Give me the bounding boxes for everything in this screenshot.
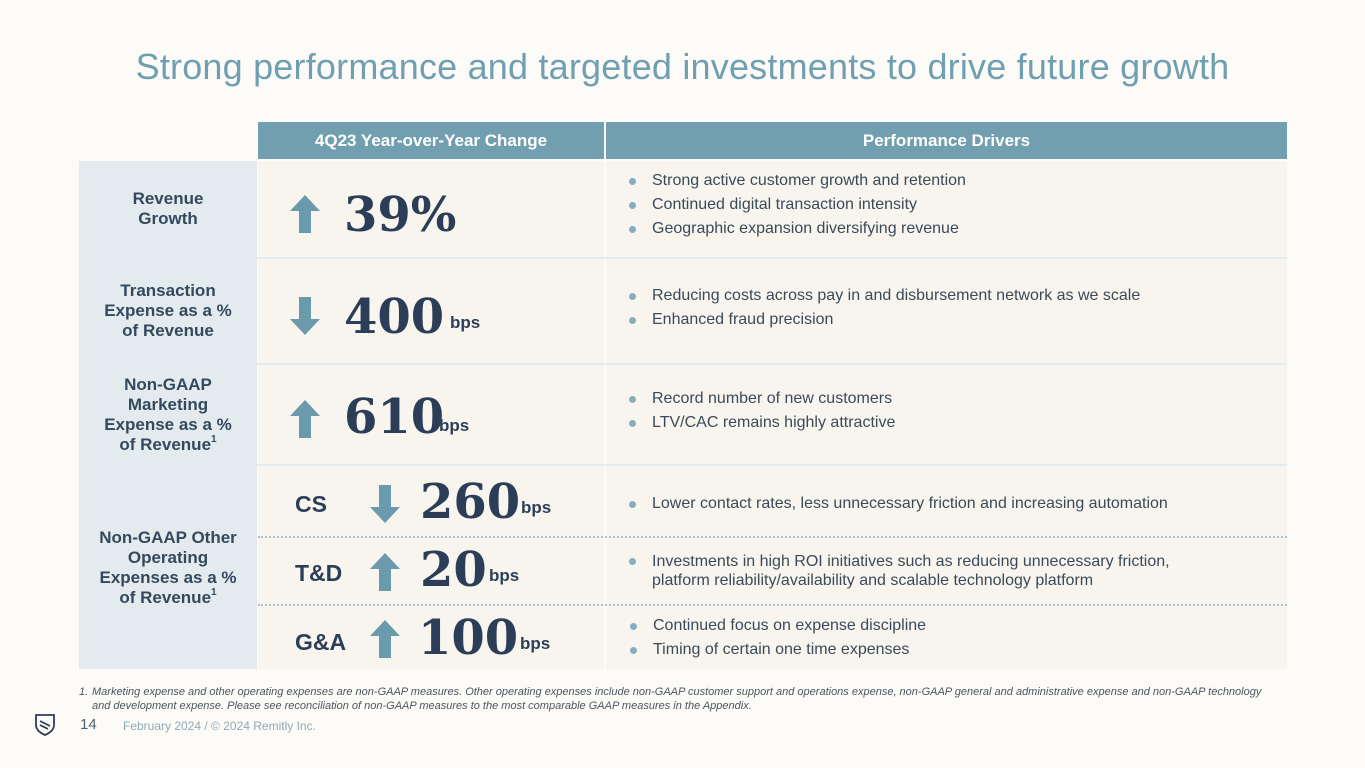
- row-label-text: Non-GAAP Marketing Expense as a % of Rev…: [98, 375, 238, 455]
- row-label-revenue-growth: Revenue Growth: [79, 161, 257, 257]
- arrow-down-icon: [290, 297, 320, 335]
- list-item: Continued digital transaction intensity: [629, 193, 966, 217]
- footnote: 1. Marketing expense and other operating…: [79, 685, 1279, 713]
- footnote-text: Marketing expense and other operating ex…: [92, 686, 1262, 712]
- list-item: Strong active customer growth and retent…: [629, 169, 966, 193]
- list-item: Record number of new customers: [629, 387, 895, 411]
- page-title: Strong performance and targeted investme…: [135, 46, 1230, 87]
- drivers-list-revenue: Strong active customer growth and retent…: [629, 169, 966, 241]
- row-label-other-opex: Non-GAAP Other Operating Expenses as a %…: [79, 466, 257, 669]
- value-ga: 100: [418, 610, 519, 666]
- row-label-marketing-expense: Non-GAAP Marketing Expense as a % of Rev…: [79, 365, 257, 464]
- arrow-up-icon: [290, 195, 320, 233]
- drivers-list-ga: Continued focus on expense discipline Ti…: [630, 614, 926, 662]
- page-number: 14: [80, 716, 97, 733]
- drivers-cell-other-opex: Lower contact rates, less unnecessary fr…: [606, 466, 1287, 669]
- drivers-list-marketing: Record number of new customers LTV/CAC r…: [629, 387, 895, 435]
- change-cell-marketing: 610 bps: [258, 365, 604, 464]
- value-marketing: 610: [344, 389, 445, 445]
- list-item: Enhanced fraud precision: [629, 308, 1140, 332]
- arrow-down-icon: [370, 485, 400, 523]
- list-item: Timing of certain one time expenses: [630, 638, 926, 662]
- row-label-text: Revenue Growth: [132, 189, 204, 228]
- unit-td: bps: [489, 566, 520, 585]
- divider: [79, 257, 1287, 259]
- drivers-list-td: Investments in high ROI initiatives such…: [629, 552, 1229, 590]
- divider: [79, 464, 1287, 466]
- unit-cs: bps: [521, 498, 552, 517]
- sub-label-td: T&D: [295, 560, 343, 586]
- list-item: Geographic expansion diversifying revenu…: [629, 217, 966, 241]
- list-item: Continued focus on expense discipline: [630, 614, 926, 638]
- arrow-up-icon: [370, 553, 400, 591]
- value-td: 20: [420, 542, 487, 598]
- row-label-main: Non-GAAP Marketing Expense as a % of Rev…: [104, 374, 232, 454]
- row-label-main: Non-GAAP Other Operating Expenses as a %…: [99, 527, 237, 607]
- value-revenue: 39%: [344, 187, 457, 243]
- list-item: Lower contact rates, less unnecessary fr…: [629, 492, 1168, 516]
- footer-date-copyright: February 2024 / © 2024 Remitly Inc.: [123, 719, 316, 733]
- row-label-text: Non-GAAP Other Operating Expenses as a %…: [93, 528, 243, 608]
- list-item: LTV/CAC remains highly attractive: [629, 411, 895, 435]
- list-item: Investments in high ROI initiatives such…: [629, 552, 1229, 590]
- unit-transaction: bps: [450, 313, 481, 332]
- footnote-number: 1.: [79, 686, 89, 698]
- header-change-column: 4Q23 Year-over-Year Change: [258, 122, 604, 159]
- sub-label-cs: CS: [295, 491, 327, 517]
- drivers-cell-revenue: Strong active customer growth and retent…: [606, 161, 1287, 257]
- footnote-mark: 1: [211, 433, 217, 445]
- unit-ga: bps: [520, 634, 551, 653]
- drivers-cell-transaction: Reducing costs across pay in and disburs…: [606, 259, 1287, 363]
- row-label-text: Transaction Expense as a % of Revenue: [104, 281, 232, 340]
- row-label-transaction-expense: Transaction Expense as a % of Revenue: [79, 259, 257, 363]
- arrow-up-icon: [370, 620, 400, 658]
- drivers-list-cs: Lower contact rates, less unnecessary fr…: [629, 492, 1168, 516]
- value-transaction: 400: [344, 289, 445, 345]
- arrow-up-icon: [290, 400, 320, 438]
- drivers-cell-marketing: Record number of new customers LTV/CAC r…: [606, 365, 1287, 464]
- divider: [79, 363, 1287, 365]
- footnote-mark: 1: [211, 586, 217, 598]
- list-item: Reducing costs across pay in and disburs…: [629, 284, 1140, 308]
- change-cell-transaction: 400 bps: [258, 259, 604, 363]
- value-cs: 260: [420, 474, 521, 530]
- remitly-shield-logo: [35, 714, 55, 736]
- sub-label-ga: G&A: [295, 629, 347, 655]
- change-cell-revenue: 39%: [258, 161, 604, 257]
- drivers-list-transaction: Reducing costs across pay in and disburs…: [629, 284, 1140, 332]
- unit-marketing: bps: [439, 416, 470, 435]
- dotted-divider: [258, 604, 1287, 606]
- change-cell-other-opex: CS 260 bps T&D 20 bps G&A 100 bps: [258, 466, 604, 669]
- header-drivers-column: Performance Drivers: [606, 122, 1287, 159]
- dotted-divider: [258, 536, 1287, 538]
